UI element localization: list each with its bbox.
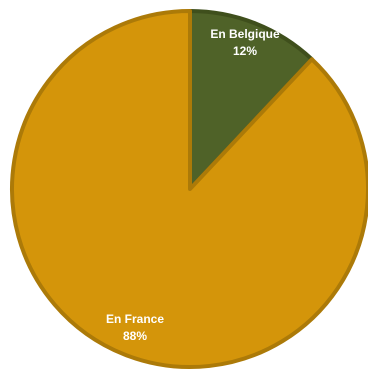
slice-label-name: En France <box>106 312 164 326</box>
pie-slice-en-belgique <box>188 9 314 191</box>
slice-label-value: 12% <box>233 44 257 58</box>
slice-label-value: 88% <box>123 329 147 343</box>
pie-slices <box>10 9 368 369</box>
slice-labels: En Belgique 12% En France 88% <box>106 27 280 343</box>
slice-label-name: En Belgique <box>210 27 280 41</box>
pie-slice-en-france <box>10 9 368 369</box>
